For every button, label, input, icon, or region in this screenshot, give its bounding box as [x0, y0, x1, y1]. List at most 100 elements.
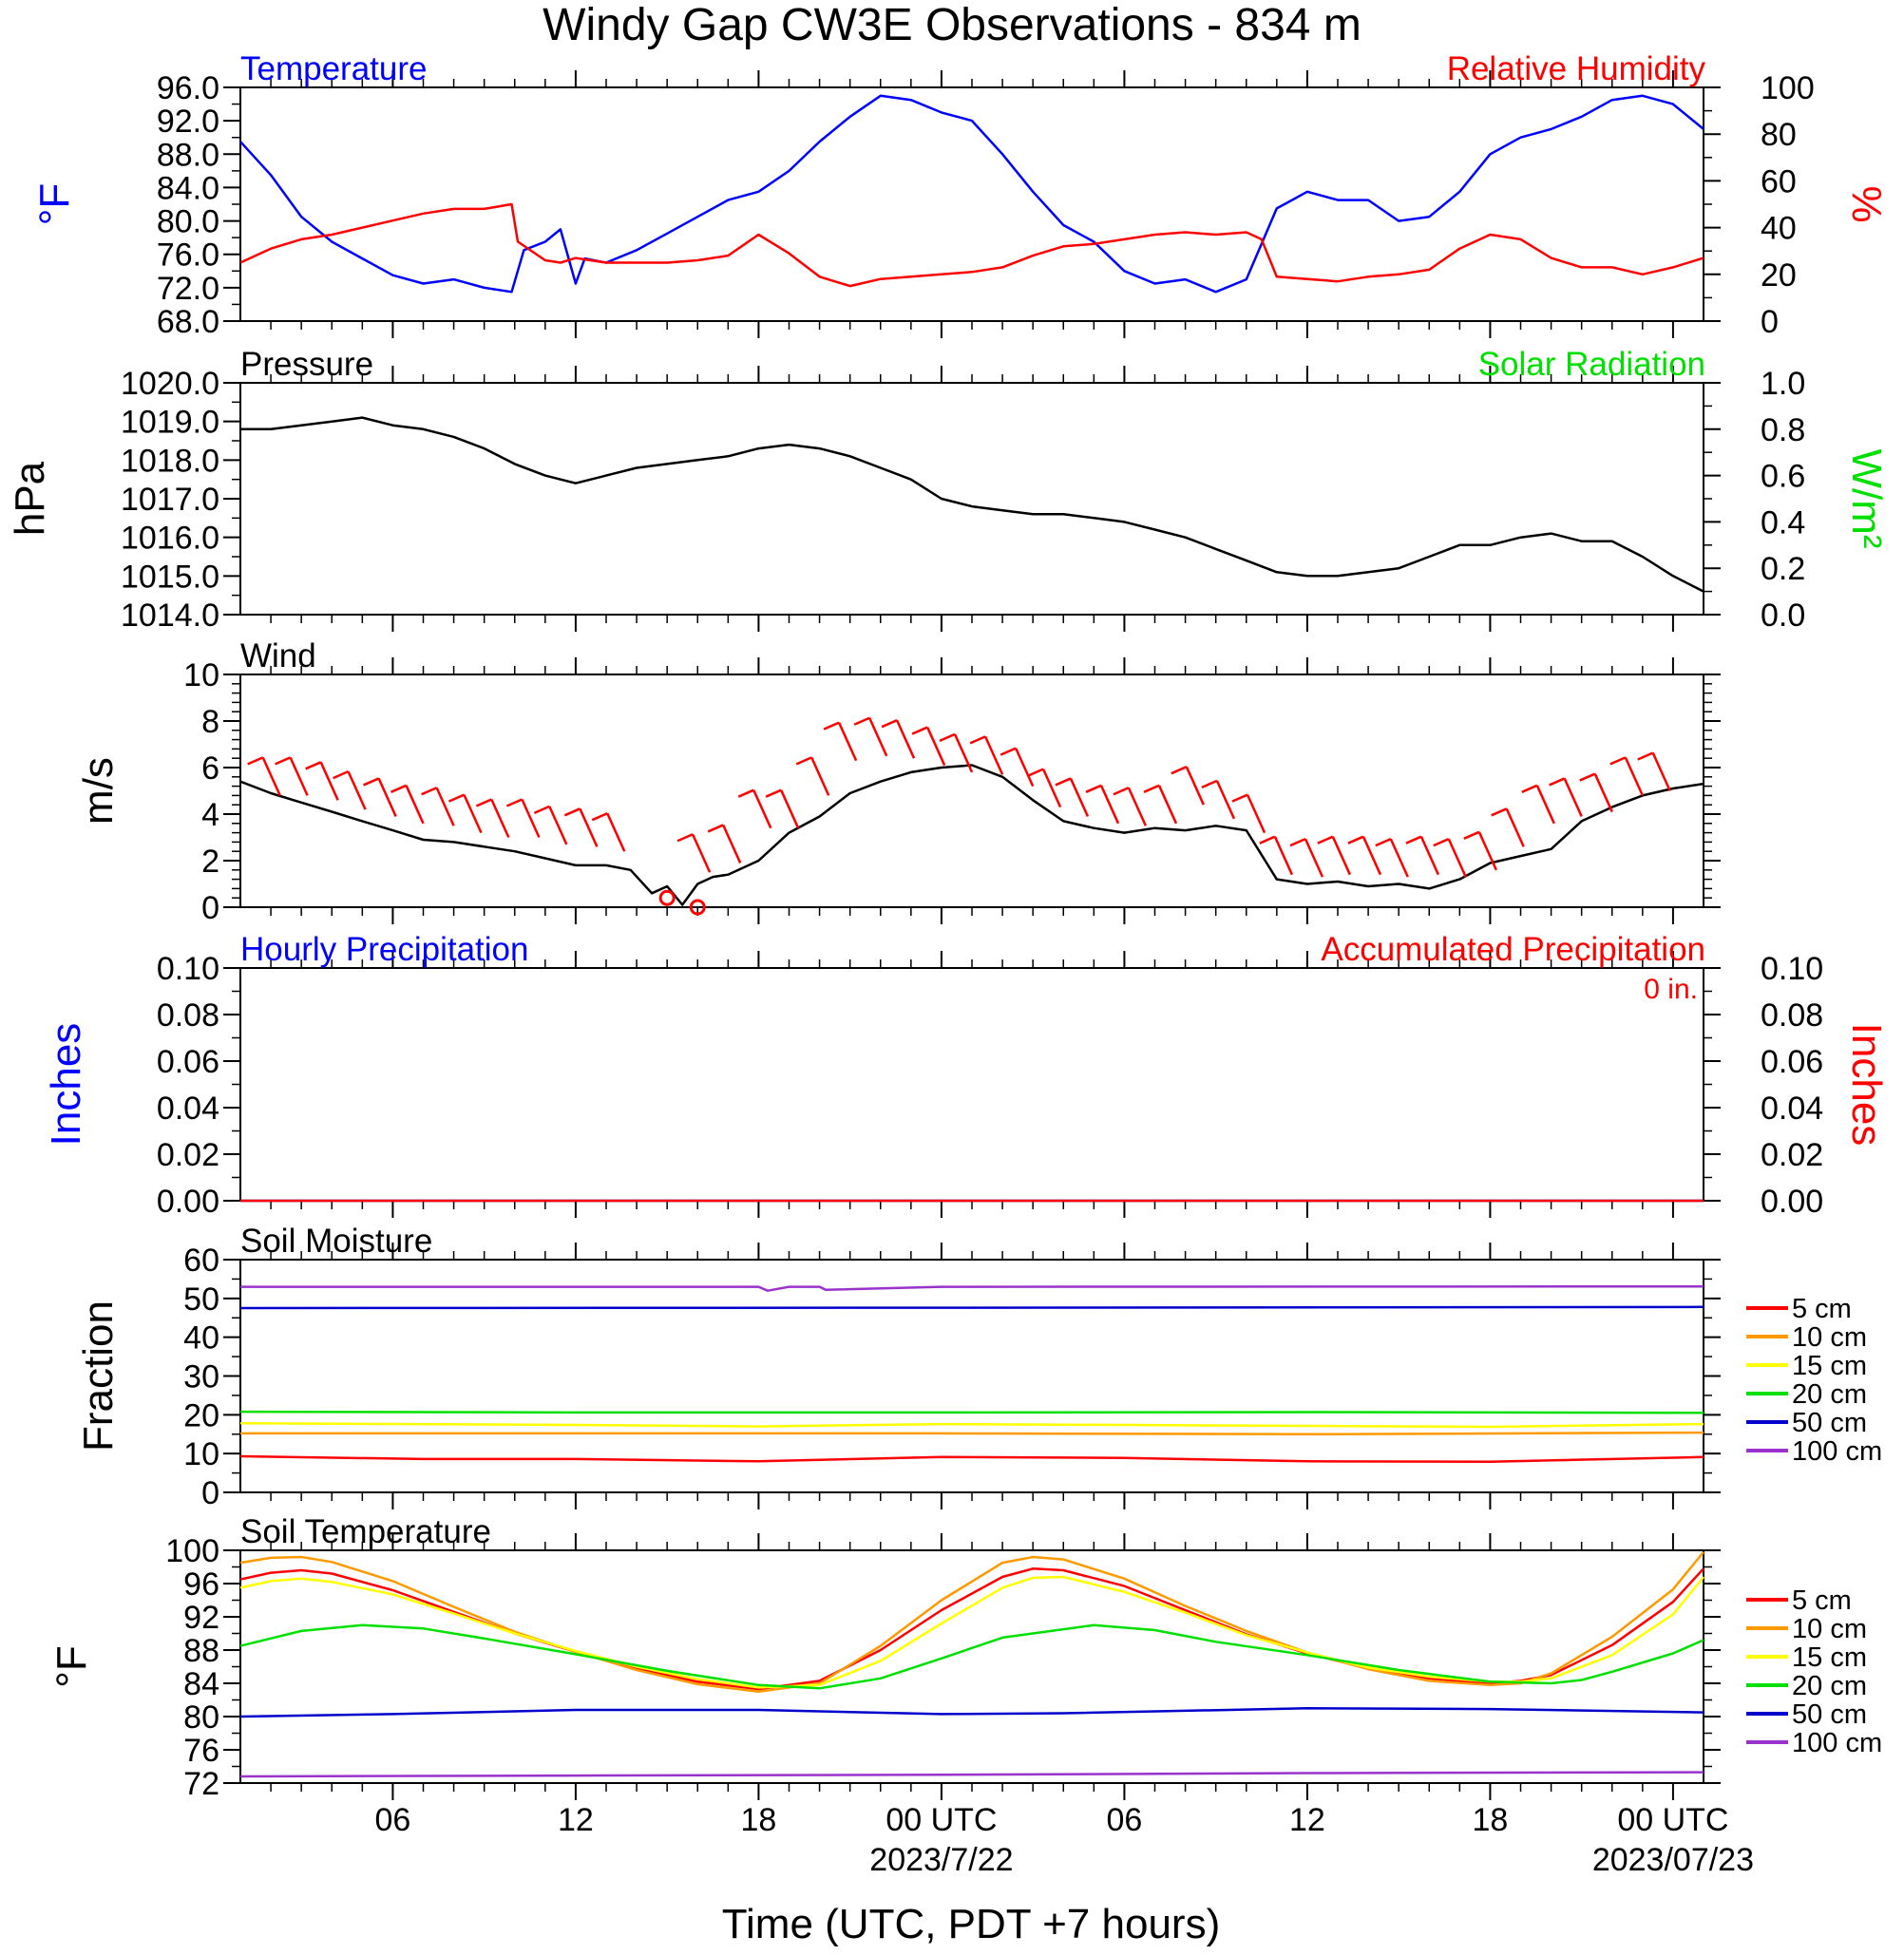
temperature-y-tick-label: 92.0: [157, 104, 219, 140]
wind-barb: [405, 785, 425, 825]
temperature-right-title: Relative Humidity: [1447, 50, 1706, 87]
wind-barb: [606, 812, 626, 852]
wind-barb: [1015, 748, 1035, 788]
wind-barb: [521, 798, 541, 839]
wind-barb: [1246, 794, 1266, 834]
pressure-y-label-left: hPa: [7, 461, 53, 536]
wind-barb: [1185, 766, 1205, 806]
temperature-left-title: Temperature: [240, 50, 427, 87]
temperature-y-tick-label: 68.0: [157, 304, 219, 340]
precip-y-right-tick-label: 0.04: [1761, 1091, 1823, 1127]
soil_moisture-legend-label: 10 cm: [1792, 1322, 1867, 1353]
wind-barb: [377, 777, 397, 817]
wind-y-tick-label: 2: [201, 844, 219, 880]
wind-barb: [319, 761, 339, 801]
soil_temperature-left-title: Soil Temperature: [240, 1513, 491, 1550]
precip-y-label-right: Inches: [1843, 1023, 1890, 1147]
wind-barb-flag: [475, 798, 492, 807]
soil_moisture-y-tick-label: 0: [201, 1475, 219, 1511]
wind-barb-flag: [1027, 768, 1044, 777]
temperature-y-right-tick-label: 80: [1761, 117, 1797, 153]
pressure-y-right-tick-label: 0.0: [1761, 598, 1805, 634]
wind-barb: [1447, 838, 1467, 878]
x-tick-date-label: 2023/7/22: [869, 1842, 1013, 1878]
wind-y-tick-label: 0: [201, 890, 219, 926]
pressure-y-tick-label: 1015.0: [121, 559, 219, 595]
temperature-y-right-tick-label: 100: [1761, 70, 1815, 106]
wind-barb: [289, 756, 309, 796]
wind-barb-flag: [1549, 777, 1566, 787]
precip-y-tick-label: 0.00: [157, 1184, 219, 1220]
wind-barb-flag: [1289, 838, 1306, 847]
temperature-y-tick-label: 96.0: [157, 70, 219, 106]
pressure-y-tick-label: 1017.0: [121, 482, 219, 518]
wind-barb: [779, 789, 800, 829]
wind-barb-flag: [1000, 747, 1017, 756]
wind-barb-flag: [939, 732, 956, 743]
wind-barb: [722, 824, 742, 864]
wind-barb-flag: [1317, 835, 1334, 845]
chart-title: Windy Gap CW3E Observations - 834 m: [543, 0, 1361, 50]
soil_moisture-series-sm15: [239, 1422, 1704, 1429]
panel-temperature: 68.072.076.080.084.088.092.096.0 0 20 40 60 8…: [31, 50, 1890, 340]
wind-barb-flag: [1433, 838, 1450, 847]
wind-barb: [1069, 777, 1090, 817]
wind-left-title: Wind: [240, 637, 316, 674]
soil_temperature-y-tick-label: 72: [183, 1766, 219, 1802]
wind-barb: [1477, 831, 1497, 871]
temperature-y-tick-label: 84.0: [157, 170, 219, 206]
soil_moisture-left-title: Soil Moisture: [240, 1223, 432, 1260]
x-tick-date-label: 2023/07/23: [1592, 1842, 1754, 1878]
wind-barb-flag: [247, 756, 264, 766]
wind-barb: [868, 717, 888, 757]
wind-barb: [490, 798, 510, 839]
soil_moisture-y-tick-label: 20: [183, 1397, 219, 1433]
wind-barb: [1419, 836, 1440, 876]
wind-y-tick-label: 4: [201, 797, 219, 833]
wind-barb-flag: [676, 833, 694, 843]
wind-barb-flag: [1143, 784, 1160, 793]
wind-barb-flag: [505, 798, 523, 807]
wind-barb-flag: [1113, 787, 1130, 796]
soil_moisture-y-tick-label: 50: [183, 1281, 219, 1318]
wind-barb: [1593, 773, 1613, 813]
pressure-y-right-tick-label: 0.4: [1761, 504, 1805, 541]
temperature-series-temp: [239, 94, 1704, 294]
temperature-y-tick-label: 76.0: [157, 237, 219, 274]
plot-layer: 68.072.076.080.084.088.092.096.002040608…: [7, 50, 1890, 1878]
wind-barb-flag: [1637, 751, 1654, 761]
wind-barb: [1273, 836, 1294, 876]
soil_moisture-y-label-left: Fraction: [75, 1300, 122, 1452]
soil_moisture-series-sm10: [240, 1431, 1704, 1436]
precip-y-tick-label: 0.10: [157, 951, 219, 987]
pressure-y-right-tick-label: 0.6: [1761, 459, 1805, 495]
wind-barb: [463, 794, 483, 834]
wind-barb: [1041, 769, 1062, 808]
wind-barb-flag: [1259, 835, 1276, 845]
wind-barb-flag: [447, 793, 465, 803]
wind-barb-flag: [591, 812, 608, 822]
wind-barb-flag: [363, 777, 380, 787]
soil_moisture-legend-label: 20 cm: [1792, 1379, 1867, 1410]
wind-barb-flag: [823, 721, 840, 731]
wind-barb-flag: [853, 716, 870, 726]
wind-barb-flag: [533, 805, 550, 814]
temperature-series-rh: [239, 202, 1704, 288]
soil_temperature-legend-label: 100 cm: [1792, 1728, 1882, 1758]
precip-y-right-tick-label: 0.08: [1761, 997, 1823, 1034]
wind-y-tick-label: 8: [201, 704, 219, 740]
wind-barb-flag: [1609, 756, 1627, 766]
precip-y-tick-label: 0.02: [157, 1137, 219, 1173]
soil_temperature-series-st20: [239, 1623, 1704, 1690]
pressure-y-right-tick-label: 0.8: [1761, 412, 1805, 448]
temperature-y-tick-label: 88.0: [157, 137, 219, 173]
x-tick-label: 18: [1473, 1802, 1509, 1838]
soil_temperature-y-tick-label: 84: [183, 1666, 219, 1702]
panel-wind: 0 2 4 6 8 10 Wind m/s: [75, 637, 1721, 926]
wind-barb: [1215, 780, 1236, 820]
soil_moisture-y-tick-label: 10: [183, 1436, 219, 1472]
